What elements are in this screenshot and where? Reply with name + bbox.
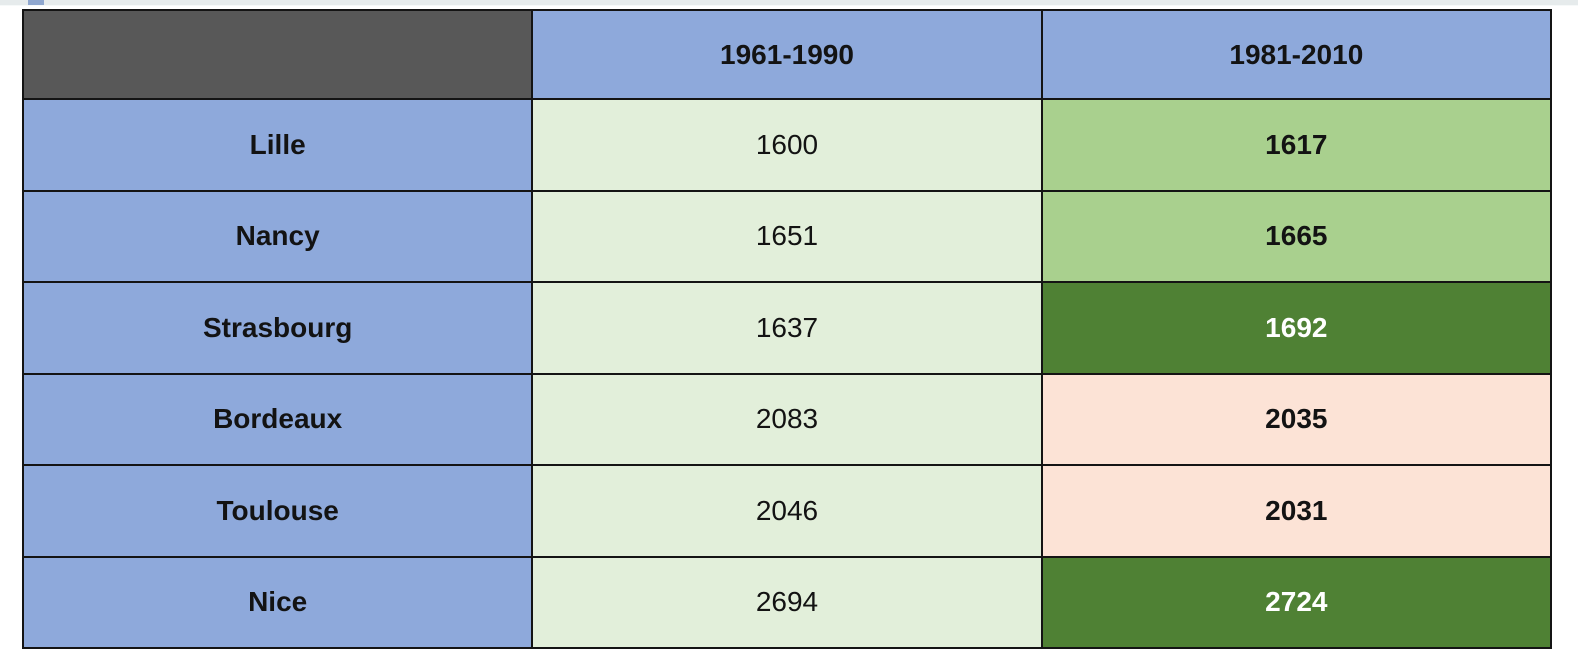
table-row-nice: Nice 2694 2724	[21, 555, 1553, 649]
value-cell-1981-2010: 1665	[1040, 189, 1553, 283]
city-cell: Nice	[21, 555, 534, 649]
value-cell-1981-2010: 2035	[1040, 372, 1553, 466]
value-cell-1961-1990: 1637	[531, 281, 1043, 375]
city-cell: Nancy	[21, 189, 534, 283]
value-cell-1961-1990: 1600	[531, 98, 1043, 192]
city-cell: Bordeaux	[21, 372, 534, 466]
value-cell-1981-2010: 1692	[1040, 281, 1553, 375]
table-row-lille: Lille 1600 1617	[21, 98, 1553, 192]
value-cell-1981-2010: 2724	[1040, 555, 1553, 649]
city-cell: Lille	[21, 98, 534, 192]
sunshine-comparison-table: 1961-1990 1981-2010 Lille 1600 1617 Nanc…	[21, 9, 1553, 649]
top-edge-strip	[0, 0, 1578, 6]
value-cell-1961-1990: 1651	[531, 189, 1043, 283]
value-cell-1981-2010: 2031	[1040, 464, 1553, 558]
value-cell-1961-1990: 2046	[531, 464, 1043, 558]
city-cell: Toulouse	[21, 464, 534, 558]
value-cell-1961-1990: 2083	[531, 372, 1043, 466]
city-cell: Strasbourg	[21, 281, 534, 375]
table-row-strasbourg: Strasbourg 1637 1692	[21, 281, 1553, 375]
header-row: 1961-1990 1981-2010	[21, 9, 1553, 100]
table-row-nancy: Nancy 1651 1665	[21, 189, 1553, 283]
table-row-bordeaux: Bordeaux 2083 2035	[21, 372, 1553, 466]
value-cell-1981-2010: 1617	[1040, 98, 1553, 192]
header-period-1981-2010: 1981-2010	[1040, 9, 1553, 100]
value-cell-1961-1990: 2694	[531, 555, 1043, 649]
blank-header-cell	[21, 9, 534, 100]
table-row-toulouse: Toulouse 2046 2031	[21, 464, 1553, 558]
header-period-1961-1990: 1961-1990	[531, 9, 1043, 100]
scrollbar-fragment	[28, 0, 44, 5]
